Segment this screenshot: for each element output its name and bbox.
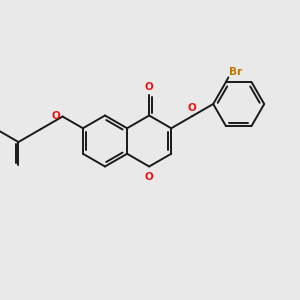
Text: O: O bbox=[145, 172, 154, 182]
Text: O: O bbox=[145, 82, 154, 92]
Text: O: O bbox=[188, 103, 197, 112]
Text: Br: Br bbox=[229, 67, 242, 76]
Text: O: O bbox=[51, 111, 60, 121]
